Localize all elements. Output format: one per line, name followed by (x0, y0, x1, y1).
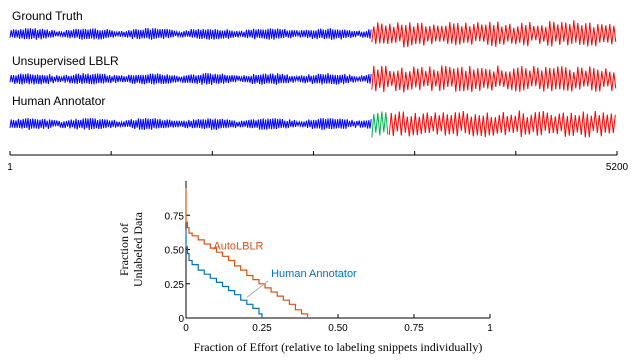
signal-segment (9, 117, 372, 131)
x-tick-label: 0.75 (404, 323, 424, 334)
x-tick-label: 0.25 (252, 323, 272, 334)
effort-chart-svg: 0 0.25 0.50 0.75 1 0 0.25 0.50 0.75 Fraction of E… (117, 181, 493, 354)
y-tick-label: 0 (178, 314, 184, 325)
signal-segment (9, 27, 372, 40)
x-tick-label: 0.50 (328, 323, 348, 334)
y-axis-label-line: Unlabeled Data (131, 211, 145, 287)
signal-segment (9, 72, 372, 85)
series-line (185, 229, 263, 318)
signal-segment (371, 20, 617, 48)
x-tick-label: 0 (183, 323, 189, 334)
signal-segment (371, 65, 617, 93)
row-label: Ground Truth (12, 9, 83, 23)
row-label: Unsupervised LBLR (12, 54, 119, 68)
time-axis-end-label: 5200 (606, 162, 629, 173)
y-axis-label-line: Fraction of (117, 223, 131, 276)
effort-chart-panel: 0 0.25 0.50 0.75 1 0 0.25 0.50 0.75 Fraction of E… (0, 176, 639, 356)
y-tick-label: 0.25 (165, 280, 185, 291)
y-tick-label: 0.50 (165, 246, 185, 257)
row-label: Human Annotator (12, 94, 105, 108)
signal-segment (388, 110, 616, 138)
series-line (185, 187, 309, 318)
y-axis-label: Fraction ofUnlabeled Data (117, 211, 145, 287)
human-annotator-leader (246, 280, 269, 298)
human-annotator-label: Human Annotator (271, 268, 357, 280)
x-axis-label: Fraction of Effort (relative to labeling… (194, 340, 483, 354)
signal-segment (371, 111, 389, 138)
autolblr-label: AutoLBLR (213, 241, 263, 253)
timeseries-svg: Ground Truth Unsupervised LBLR Human Annot… (7, 9, 629, 173)
timeseries-panel: Ground Truth Unsupervised LBLR Human Annot… (0, 0, 639, 176)
y-tick-label: 0.75 (165, 211, 185, 222)
x-tick-label: 1 (487, 323, 493, 334)
time-axis-start-label: 1 (7, 162, 13, 173)
